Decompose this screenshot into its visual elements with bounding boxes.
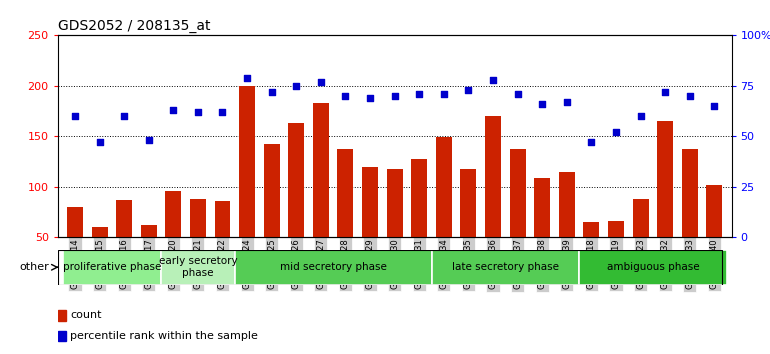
Text: percentile rank within the sample: percentile rank within the sample bbox=[70, 331, 258, 341]
Bar bbox=[534, 178, 550, 287]
Bar bbox=[92, 227, 108, 287]
Point bbox=[167, 107, 179, 113]
Point bbox=[610, 130, 622, 135]
Text: early secretory
phase: early secretory phase bbox=[159, 256, 237, 278]
Point bbox=[585, 139, 598, 145]
Bar bbox=[161, 250, 235, 285]
Point bbox=[340, 93, 352, 99]
Bar bbox=[436, 137, 452, 287]
Bar bbox=[58, 331, 66, 341]
Bar bbox=[313, 103, 329, 287]
Bar bbox=[67, 207, 83, 287]
Point bbox=[487, 77, 499, 82]
Point bbox=[142, 137, 155, 143]
Bar bbox=[510, 149, 526, 287]
Bar bbox=[559, 172, 574, 287]
Bar bbox=[411, 160, 427, 287]
Point bbox=[241, 75, 253, 81]
Point bbox=[511, 91, 524, 97]
Bar bbox=[706, 185, 722, 287]
Text: late secretory phase: late secretory phase bbox=[452, 262, 559, 272]
Bar bbox=[681, 149, 698, 287]
Text: ambiguous phase: ambiguous phase bbox=[607, 262, 699, 272]
Point bbox=[561, 99, 573, 105]
Bar bbox=[235, 250, 431, 285]
Bar bbox=[288, 123, 304, 287]
Point bbox=[315, 79, 327, 85]
Bar bbox=[608, 221, 624, 287]
Point bbox=[69, 113, 81, 119]
Text: mid secretory phase: mid secretory phase bbox=[280, 262, 387, 272]
Bar bbox=[362, 167, 378, 287]
Bar bbox=[337, 149, 353, 287]
Point bbox=[462, 87, 474, 93]
Bar bbox=[657, 121, 673, 287]
Point bbox=[266, 89, 278, 95]
Point bbox=[364, 95, 377, 101]
Bar bbox=[116, 200, 132, 287]
Bar bbox=[190, 199, 206, 287]
Point bbox=[192, 109, 204, 115]
Point bbox=[216, 109, 229, 115]
Point bbox=[290, 83, 303, 89]
Bar bbox=[239, 86, 255, 287]
Bar bbox=[485, 116, 501, 287]
Bar bbox=[584, 222, 599, 287]
Bar bbox=[166, 191, 181, 287]
Point bbox=[536, 101, 548, 107]
Bar bbox=[387, 169, 403, 287]
Bar bbox=[215, 201, 230, 287]
Bar bbox=[263, 144, 280, 287]
Text: proliferative phase: proliferative phase bbox=[62, 262, 161, 272]
Point bbox=[437, 91, 450, 97]
Bar bbox=[58, 310, 66, 321]
Point bbox=[684, 93, 696, 99]
Bar bbox=[431, 250, 579, 285]
Point bbox=[93, 139, 105, 145]
Point bbox=[708, 103, 721, 109]
Point bbox=[413, 91, 425, 97]
Point bbox=[388, 93, 400, 99]
Text: count: count bbox=[70, 310, 102, 320]
Text: other: other bbox=[19, 262, 49, 272]
Point bbox=[659, 89, 671, 95]
Text: GDS2052 / 208135_at: GDS2052 / 208135_at bbox=[58, 19, 210, 33]
Point bbox=[118, 113, 130, 119]
Bar bbox=[460, 169, 477, 287]
Bar bbox=[579, 250, 727, 285]
Bar bbox=[632, 199, 648, 287]
Bar bbox=[141, 225, 157, 287]
Bar bbox=[62, 250, 161, 285]
Point bbox=[634, 113, 647, 119]
